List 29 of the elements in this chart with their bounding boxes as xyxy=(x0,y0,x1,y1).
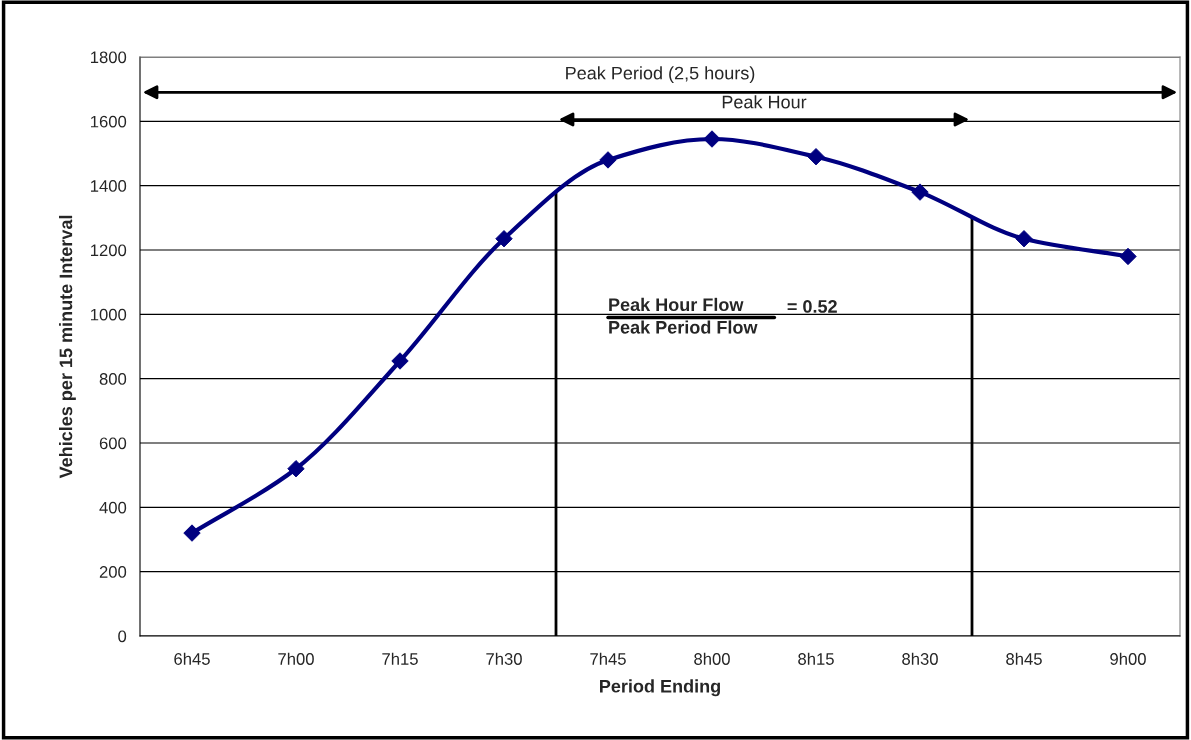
x-tick-label: 9h00 xyxy=(1110,652,1146,665)
y-tick-label: 0 xyxy=(118,630,127,643)
point xyxy=(911,183,929,201)
point xyxy=(703,130,721,148)
x-tick-label: 8h15 xyxy=(798,652,834,665)
x-tick-label: 8h45 xyxy=(1006,652,1042,665)
annotation: Peak Period Flow xyxy=(609,320,758,334)
y-axis-title: Vehicles per 15 minute Interval xyxy=(59,215,76,479)
y-tick-label: 200 xyxy=(99,566,127,578)
y-tick-label: 600 xyxy=(99,437,127,450)
y-tick-label: 1200 xyxy=(91,244,127,257)
annotation: Peak Period (2,5 hours) xyxy=(566,66,755,84)
x-tick-label: 8h00 xyxy=(694,652,730,665)
y-tick-label: 1000 xyxy=(91,308,127,321)
y-tick-label: 1600 xyxy=(91,115,127,128)
annotation: Peak Hour Flow xyxy=(609,297,744,312)
y-tick-label: 1800 xyxy=(91,51,127,64)
x-tick-label: 6h45 xyxy=(174,652,210,665)
x-axis-title: Period Ending xyxy=(600,679,720,697)
x-tick-label: 7h00 xyxy=(278,652,314,665)
x-tick-label: 7h30 xyxy=(486,652,522,665)
annotation: Peak Hour xyxy=(722,95,807,109)
y-tick-label: 1400 xyxy=(91,180,127,192)
x-tick-label: 7h45 xyxy=(590,652,626,665)
x-tick-label: 7h15 xyxy=(382,652,418,665)
y-tick-label: 400 xyxy=(99,501,127,514)
y-tick-label: 800 xyxy=(99,373,127,385)
x-tick-label: 8h30 xyxy=(902,652,938,665)
annotation: = 0.52 xyxy=(787,300,837,313)
